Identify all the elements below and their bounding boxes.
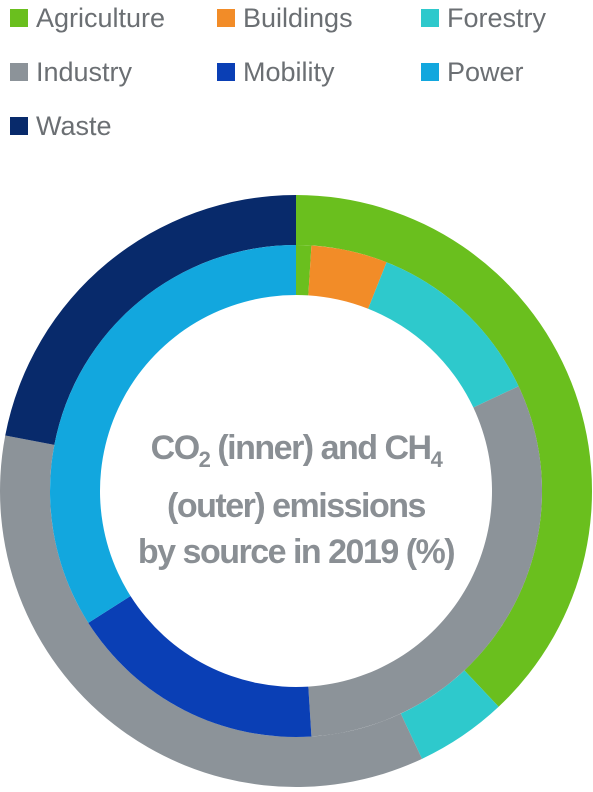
legend-swatch-waste bbox=[10, 117, 28, 135]
legend-swatch-power bbox=[421, 63, 439, 81]
legend-swatch-buildings bbox=[217, 9, 235, 27]
outer-ring-slice-industry bbox=[0, 435, 423, 787]
legend-item-waste: Waste bbox=[10, 111, 112, 141]
legend-item-forestry: Forestry bbox=[421, 3, 546, 33]
outer-ring-slice-agriculture bbox=[296, 195, 593, 707]
legend-swatch-mobility bbox=[217, 63, 235, 81]
legend-label-buildings: Buildings bbox=[243, 2, 353, 33]
outer-ring-ch4 bbox=[0, 195, 593, 787]
outer-ring-slice-forestry bbox=[400, 670, 499, 759]
chart-title-line-2: (outer) emissions bbox=[167, 486, 426, 525]
legend-swatch-industry bbox=[10, 63, 28, 81]
inner-ring-slice-power bbox=[50, 245, 297, 623]
legend-label-industry: Industry bbox=[36, 56, 133, 87]
chart-title: CO2 (inner) and CH4 (outer) emissions by… bbox=[96, 425, 496, 575]
legend-label-mobility: Mobility bbox=[243, 56, 335, 87]
inner-ring-slice-buildings bbox=[308, 245, 387, 309]
legend-item-agriculture: Agriculture bbox=[10, 3, 165, 33]
inner-ring-co2 bbox=[50, 245, 542, 737]
legend-swatch-forestry bbox=[421, 9, 439, 27]
inner-ring-slice-mobility bbox=[88, 596, 312, 737]
legend-item-mobility: Mobility bbox=[217, 57, 335, 87]
legend-label-agriculture: Agriculture bbox=[36, 2, 166, 33]
legend-item-power: Power bbox=[421, 57, 524, 87]
chart-title-line-3: by source in 2019 (%) bbox=[137, 532, 456, 571]
inner-ring-slice-forestry bbox=[368, 262, 519, 408]
legend-label-forestry: Forestry bbox=[447, 2, 547, 33]
chart-title-line-1: CO2 (inner) and CH4 bbox=[150, 429, 443, 472]
legend-label-waste: Waste bbox=[36, 110, 112, 141]
legend-item-industry: Industry bbox=[10, 57, 132, 87]
legend-item-buildings: Buildings bbox=[217, 3, 353, 33]
inner-ring-slice-agriculture bbox=[296, 245, 312, 296]
inner-ring-slice-industry bbox=[308, 386, 542, 737]
legend-swatch-agriculture bbox=[10, 9, 28, 27]
chart-legend: Agriculture Buildings Forestry Industry … bbox=[0, 0, 593, 150]
legend-label-power: Power bbox=[447, 56, 524, 87]
outer-ring-slice-waste bbox=[5, 195, 296, 445]
